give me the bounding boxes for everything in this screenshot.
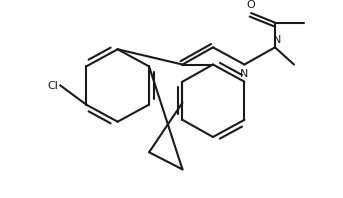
Text: Cl: Cl xyxy=(48,81,59,90)
Text: O: O xyxy=(247,0,256,10)
Text: N: N xyxy=(240,69,249,79)
Text: N: N xyxy=(273,34,281,45)
